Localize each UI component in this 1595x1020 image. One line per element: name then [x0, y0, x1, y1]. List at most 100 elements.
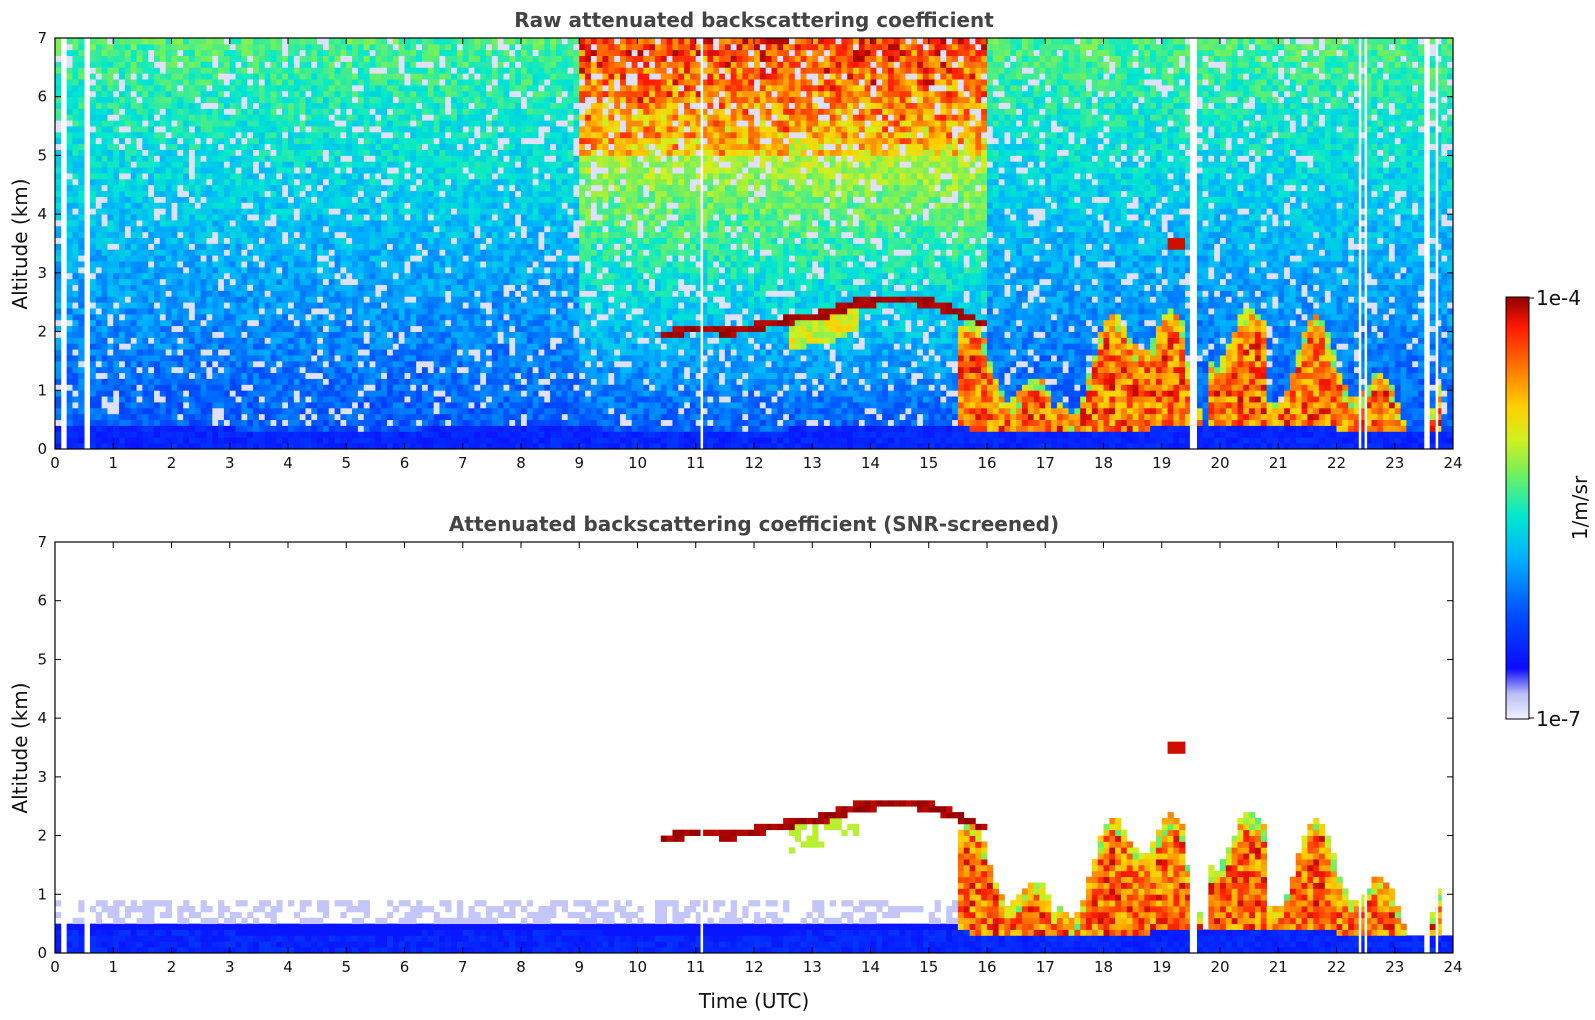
heatmap-cell [235, 84, 242, 92]
heatmap-cell [305, 313, 312, 321]
heatmap-cell [188, 84, 196, 92]
heatmap-cell [235, 272, 242, 280]
heatmap-cell [130, 231, 137, 239]
heatmap-cell [340, 384, 347, 391]
heatmap-cell [124, 296, 132, 303]
heatmap-cell [322, 173, 330, 180]
heatmap-cell [119, 173, 126, 180]
heatmap-cell [311, 360, 318, 368]
heatmap-cell [165, 43, 172, 51]
heatmap-cell [474, 402, 481, 409]
heatmap-cell [456, 96, 464, 103]
heatmap-cell [456, 167, 464, 174]
heatmap-cell [328, 67, 336, 74]
heatmap-cell [328, 378, 336, 385]
heatmap-cell [352, 390, 359, 397]
heatmap-cell [247, 108, 254, 115]
heatmap-cell [258, 161, 266, 168]
heatmap-cell [317, 407, 324, 415]
heatmap-cell [66, 214, 73, 221]
heatmap-cell [95, 261, 103, 268]
heatmap-cell [78, 120, 85, 127]
heatmap-cell [241, 237, 248, 244]
heatmap-cell [159, 190, 167, 197]
heatmap-cell [369, 73, 376, 80]
heatmap-cell [404, 190, 411, 197]
heatmap-cell [456, 425, 464, 432]
heatmap-cell [89, 331, 97, 338]
heatmap-cell [258, 220, 266, 227]
heatmap-cell [270, 225, 277, 233]
heatmap-cell [305, 278, 312, 285]
heatmap-cell [322, 67, 330, 74]
heatmap-cell [328, 143, 336, 150]
heatmap-cell [253, 325, 260, 332]
heatmap-cell [55, 231, 62, 239]
heatmap-cell [119, 196, 126, 203]
heatmap-cell [206, 55, 213, 62]
heatmap-cell [357, 126, 365, 133]
heatmap-cell [241, 425, 248, 432]
heatmap-cell [322, 114, 330, 121]
heatmap-cell [264, 79, 271, 86]
heatmap-cell [264, 443, 271, 449]
heatmap-cell [188, 143, 196, 150]
heatmap-cell [346, 266, 353, 274]
heatmap-cell [346, 261, 353, 268]
heatmap-cell [113, 137, 120, 145]
heatmap-cell [200, 196, 207, 203]
heatmap-cell [328, 231, 336, 239]
heatmap-cell [264, 372, 271, 379]
heatmap-cell [258, 126, 266, 133]
heatmap-cell [462, 149, 469, 156]
heatmap-cell [55, 73, 62, 80]
heatmap-cell [247, 360, 254, 368]
heatmap-cell [369, 120, 376, 127]
heatmap-cell [194, 184, 202, 192]
heatmap-cell [154, 255, 161, 262]
heatmap-cell [113, 220, 120, 227]
heatmap-cell [223, 284, 231, 291]
heatmap-cell [293, 366, 301, 374]
heatmap-cell [130, 278, 137, 285]
heatmap-cell [293, 161, 301, 168]
heatmap-cell [334, 84, 341, 92]
heatmap-cell [468, 261, 475, 268]
heatmap-cell [346, 284, 353, 291]
heatmap-cell [276, 126, 283, 133]
heatmap-cell [247, 137, 254, 145]
heatmap-cell [171, 131, 178, 139]
heatmap-cell [119, 108, 126, 115]
heatmap-cell [212, 84, 219, 92]
heatmap-cell [212, 61, 219, 68]
heatmap-cell [78, 266, 85, 274]
heatmap-cell [352, 67, 359, 74]
heatmap-cell [72, 79, 79, 86]
heatmap-cell [200, 266, 207, 274]
heatmap-cell [381, 360, 388, 368]
heatmap-cell [369, 90, 376, 98]
heatmap-cell [241, 225, 248, 233]
heatmap-cell [159, 319, 167, 327]
heatmap-cell [427, 143, 435, 150]
heatmap-cell [247, 272, 254, 280]
heatmap-cell [381, 437, 388, 444]
heatmap-cell [124, 243, 132, 250]
heatmap-cell [352, 325, 359, 332]
heatmap-cell [427, 220, 435, 227]
heatmap-cell [439, 231, 446, 239]
heatmap-cell [375, 73, 382, 80]
heatmap-cell [328, 261, 336, 268]
heatmap-cell [276, 378, 283, 385]
heatmap-cell [282, 407, 289, 415]
heatmap-cell [136, 437, 143, 444]
heatmap-cell [381, 337, 388, 344]
heatmap-cell [305, 137, 312, 145]
heatmap-cell [288, 202, 295, 209]
heatmap-cell [427, 184, 435, 192]
heatmap-cell [264, 278, 271, 285]
heatmap-cell [305, 331, 312, 338]
heatmap-cell [78, 407, 85, 415]
heatmap-cell [410, 255, 417, 262]
heatmap-cell [427, 102, 435, 109]
